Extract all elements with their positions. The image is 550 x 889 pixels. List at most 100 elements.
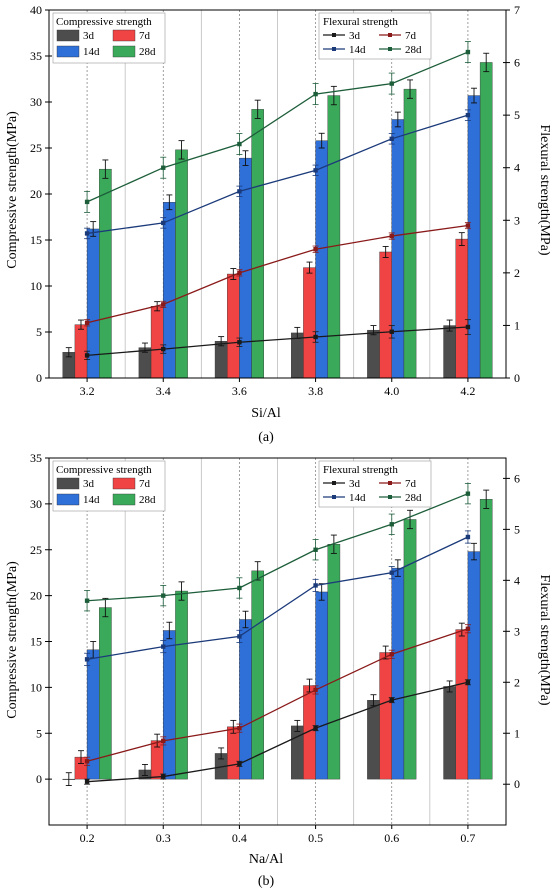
b-line-point-3d-5 (465, 680, 471, 685)
b-line-point-28d-5 (465, 491, 471, 496)
a-y-tick-label: 30 (30, 95, 42, 109)
a-line-point-3d-4 (389, 329, 394, 334)
a-line-point-28d-3 (313, 91, 318, 97)
b-line-legend-marker-14d (332, 495, 336, 499)
b-y-tick-label: 35 (30, 451, 42, 465)
b-bar-legend-swatch-7d (112, 477, 136, 490)
a-x-tick-label: 3.8 (308, 384, 323, 398)
a-line-point-28d-1 (161, 165, 166, 170)
b-line-point-14d-2 (237, 634, 242, 639)
a-bar-28d-0 (99, 168, 112, 379)
a-line-point-28d-5 (465, 49, 471, 55)
panel-a-legend: Compressive strength 3d 7d 14d 28d Flexural s… (52, 12, 432, 64)
b-line-point-7d-2 (237, 725, 242, 731)
a-bar-legend-swatch-3d (56, 29, 80, 42)
a-line-legend-marker-7d (388, 33, 392, 37)
a-bar-7d-1 (150, 306, 164, 379)
panel-b-x-axis-label: Na/Al (249, 852, 283, 867)
b-line-point-3d-4 (389, 697, 394, 703)
a-line-point-28d-2 (237, 141, 242, 147)
a-line-28d (86, 51, 469, 203)
a-bar-legend-label-14d: 14d (83, 46, 100, 58)
b-line-legend-label-3d: 3d (349, 478, 361, 490)
a-y2-tick-label: 3 (514, 213, 520, 227)
a-bar-7d-3 (303, 267, 316, 379)
a-line-point-14d-4 (389, 136, 394, 141)
a-bar-legend-swatch-14d (56, 45, 80, 58)
b-y-tick-label: 5 (36, 726, 42, 740)
b-line-point-3d-2 (237, 761, 242, 767)
a-x-tick-label: 4.0 (384, 384, 399, 398)
b-bar-legend-label-28d: 28d (139, 494, 156, 506)
b-line-legend-box (318, 460, 432, 508)
panel-a-lines (84, 41, 471, 361)
panel-b-lines (84, 483, 471, 785)
b-y-tick-label: 30 (30, 497, 42, 511)
b-x-tick-label: 0.7 (460, 831, 475, 845)
a-bar-14d-4 (391, 119, 405, 379)
a-line-legend-marker-14d (332, 47, 336, 51)
b-bar-3d-3 (291, 725, 304, 780)
a-bar-legend-label-3d: 3d (83, 30, 95, 42)
a-line-point-14d-1 (161, 220, 166, 226)
b-y2-tick-label: 6 (514, 471, 520, 485)
a-bar-3d-5 (443, 325, 456, 379)
b-line-point-28d-0 (84, 598, 90, 603)
b-bar-3d-5 (443, 686, 456, 780)
a-y2-tick-label: 1 (514, 318, 520, 332)
a-bar-3d-2 (214, 341, 228, 379)
panel-b-y2-axis-label: Flexural strength(MPa) (537, 574, 550, 705)
a-line-point-3d-3 (313, 334, 318, 340)
a-y-tick-label: 35 (30, 49, 42, 63)
a-line-point-7d-2 (237, 270, 242, 276)
b-bar-legend-swatch-3d (56, 477, 80, 490)
a-bar-14d-1 (163, 202, 176, 379)
b-line-point-14d-4 (389, 570, 394, 575)
b-y-tick-label: 10 (30, 680, 42, 694)
panel-b-ticks: 0 5 10 15 20 25 30 35 0 1 2 3 4 5 6 0.2 0.3 0.4 0.5 0.6 0.7 (30, 451, 520, 845)
b-line-legend-label-28d: 28d (405, 492, 422, 504)
a-line-legend-label-28d: 28d (405, 44, 422, 56)
b-line-7d (86, 628, 469, 762)
panel-a-y2-axis-label: Flexural strength(MPa) (537, 124, 550, 255)
a-y-tick-label: 25 (30, 141, 42, 155)
a-bar-3d-3 (291, 332, 304, 379)
b-line-point-28d-4 (389, 522, 394, 527)
b-bar-3d-4 (367, 700, 380, 780)
b-line-legend-label-14d: 14d (349, 492, 366, 504)
a-line-legend-marker-3d (332, 33, 336, 37)
a-bar-legend-title: Compressive strength (56, 16, 152, 28)
a-line-legend-title: Flexural strength (323, 16, 398, 28)
a-line-legend-label-14d: 14d (349, 44, 366, 56)
a-bar-legend-swatch-7d (112, 29, 136, 42)
a-y2-tick-label: 2 (514, 266, 520, 280)
a-line-point-28d-0 (84, 199, 90, 205)
panel-b-y-axis-label: Compressive strength(MPa) (5, 561, 20, 719)
b-line-point-7d-0 (84, 759, 90, 764)
b-line-point-7d-1 (161, 738, 166, 744)
panel-b-legend: Compressive strength 3d 7d 14d 28d Flexural s… (52, 460, 432, 512)
b-bar-7d-5 (455, 629, 469, 780)
a-line-point-7d-5 (465, 223, 471, 228)
a-bar-3d-4 (367, 329, 380, 379)
a-bar-7d-2 (227, 273, 240, 379)
a-line-point-7d-1 (161, 302, 166, 307)
b-bar-legend-swatch-14d (56, 493, 80, 506)
b-bar-legend-swatch-28d (112, 493, 136, 506)
b-line-point-7d-5 (465, 626, 471, 631)
b-y2-tick-label: 4 (514, 573, 520, 587)
a-line-point-14d-3 (313, 168, 318, 173)
a-bar-28d-1 (175, 149, 188, 379)
a-y2-tick-label: 0 (514, 371, 520, 385)
b-bar-14d-5 (467, 551, 481, 780)
a-y2-tick-label: 7 (514, 3, 520, 17)
a-y-tick-label: 0 (36, 371, 42, 385)
a-bar-28d-5 (479, 62, 493, 379)
b-x-tick-label: 0.6 (384, 831, 399, 845)
b-line-point-3d-3 (313, 725, 318, 731)
b-line-legend-title: Flexural strength (323, 464, 398, 476)
b-line-legend-marker-7d (388, 481, 392, 485)
b-line-point-7d-3 (313, 687, 318, 693)
a-bar-7d-4 (379, 251, 392, 379)
